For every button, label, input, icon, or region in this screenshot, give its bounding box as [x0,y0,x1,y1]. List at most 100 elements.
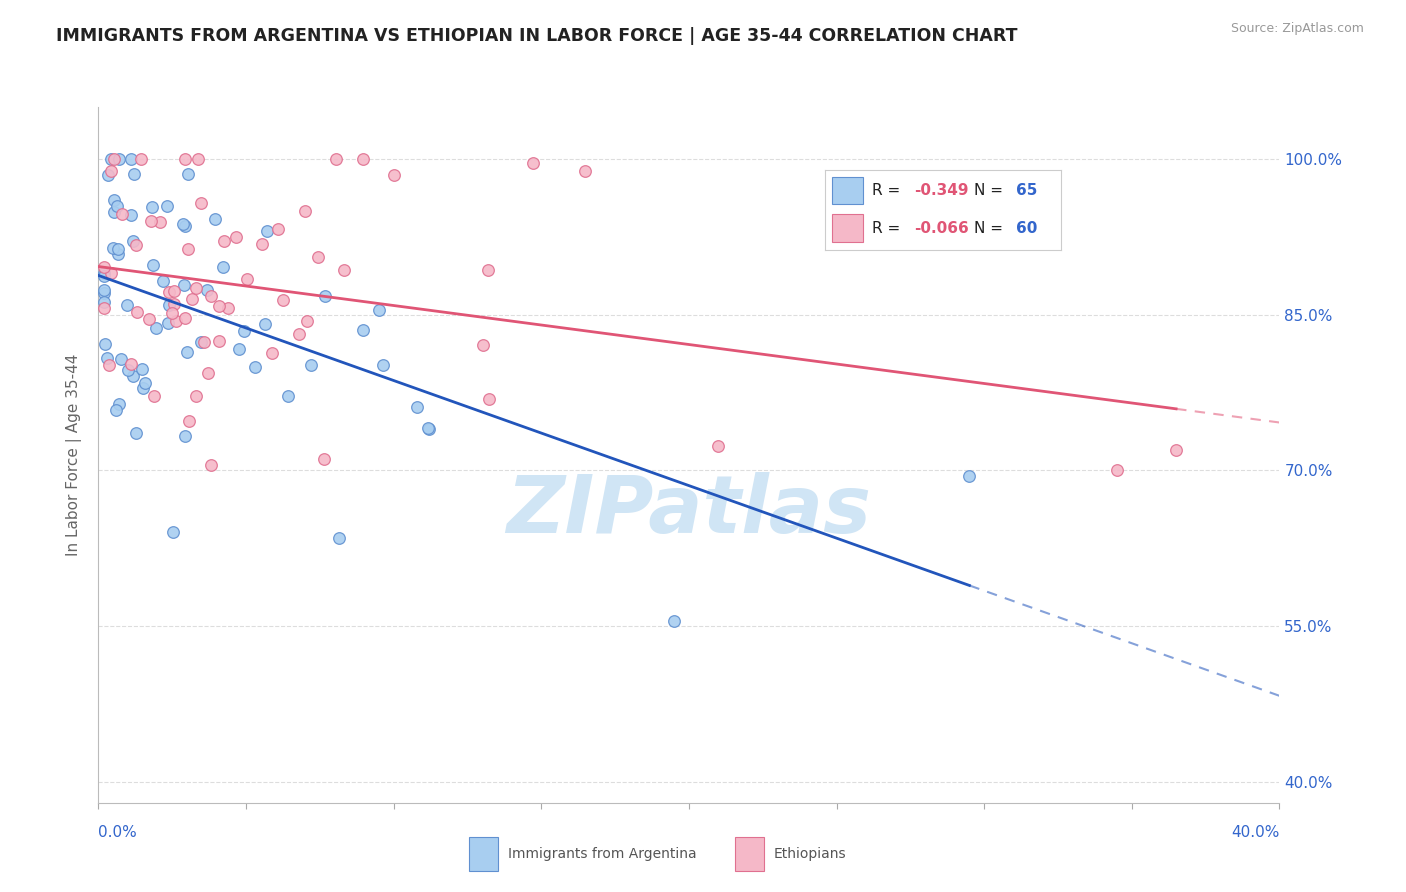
Point [288,327,311,342]
Point [145,321,167,335]
Point [325,152,347,166]
Text: 40.0%: 40.0% [1232,825,1279,840]
Point [267,222,290,236]
Point [212,234,235,248]
Point [93,266,115,280]
Point [277,389,299,403]
Point [187,152,209,166]
Point [236,272,259,286]
Point [103,193,125,207]
Point [121,234,143,248]
Point [98,358,121,372]
Point [105,403,128,417]
Point [117,363,139,377]
Point [138,311,160,326]
Point [163,296,186,310]
Point [127,304,149,318]
Point [352,152,374,166]
Point [115,298,138,312]
Text: 60: 60 [1017,220,1038,235]
Point [307,251,329,265]
Point [96,351,118,366]
Text: N =: N = [973,220,1008,235]
Text: -0.066: -0.066 [914,220,969,235]
Point [328,531,350,545]
Point [707,439,730,453]
Point [93,260,115,275]
Point [162,525,184,540]
Text: Immigrants from Argentina: Immigrants from Argentina [509,847,697,861]
Point [172,217,194,231]
Point [193,334,215,349]
Point [107,246,129,260]
Point [208,299,231,313]
Point [134,376,156,391]
Point [1164,442,1187,457]
Point [174,310,197,325]
Point [186,280,208,294]
Bar [832,177,862,204]
Text: Ethiopians: Ethiopians [773,847,846,861]
Point [93,301,115,316]
Point [165,314,187,328]
Point [522,156,544,170]
Point [156,199,179,213]
Point [129,152,152,166]
Point [174,429,197,443]
Point [157,285,180,300]
Point [139,214,162,228]
Point [225,230,247,244]
Point [472,337,495,351]
Point [177,414,200,428]
Y-axis label: In Labor Force | Age 35-44: In Labor Force | Age 35-44 [66,354,83,556]
Point [959,468,981,483]
Point [574,164,596,178]
Text: 65: 65 [1017,183,1038,198]
Point [254,318,277,332]
Point [184,389,207,403]
Text: 0.0%: 0.0% [98,825,138,840]
Point [190,335,212,350]
Point [132,381,155,395]
Bar [470,837,499,871]
Point [299,358,322,372]
Point [211,260,233,274]
Point [664,614,686,628]
Text: R =: R = [872,183,905,198]
Point [157,298,180,312]
Point [256,224,278,238]
Point [217,301,239,315]
Point [173,278,195,293]
Point [177,167,200,181]
Point [174,152,197,166]
Point [262,346,284,360]
Point [173,219,195,234]
Point [406,401,429,415]
Point [382,168,405,182]
Point [142,258,165,272]
Point [200,458,222,472]
Point [141,200,163,214]
Point [108,397,131,411]
Point [294,203,316,218]
Point [195,283,218,297]
Point [162,284,184,298]
Point [131,362,153,376]
Point [93,283,115,297]
Point [243,359,266,374]
Point [181,292,204,306]
Point [111,207,134,221]
Point [1105,463,1128,477]
Point [110,352,132,367]
Text: N =: N = [973,183,1008,198]
Point [93,269,115,284]
Point [295,314,318,328]
Point [228,343,250,357]
Point [93,285,115,300]
Point [197,366,219,380]
Point [100,152,122,166]
Point [207,334,229,348]
Point [124,425,146,440]
Point [190,196,212,211]
Point [314,289,336,303]
